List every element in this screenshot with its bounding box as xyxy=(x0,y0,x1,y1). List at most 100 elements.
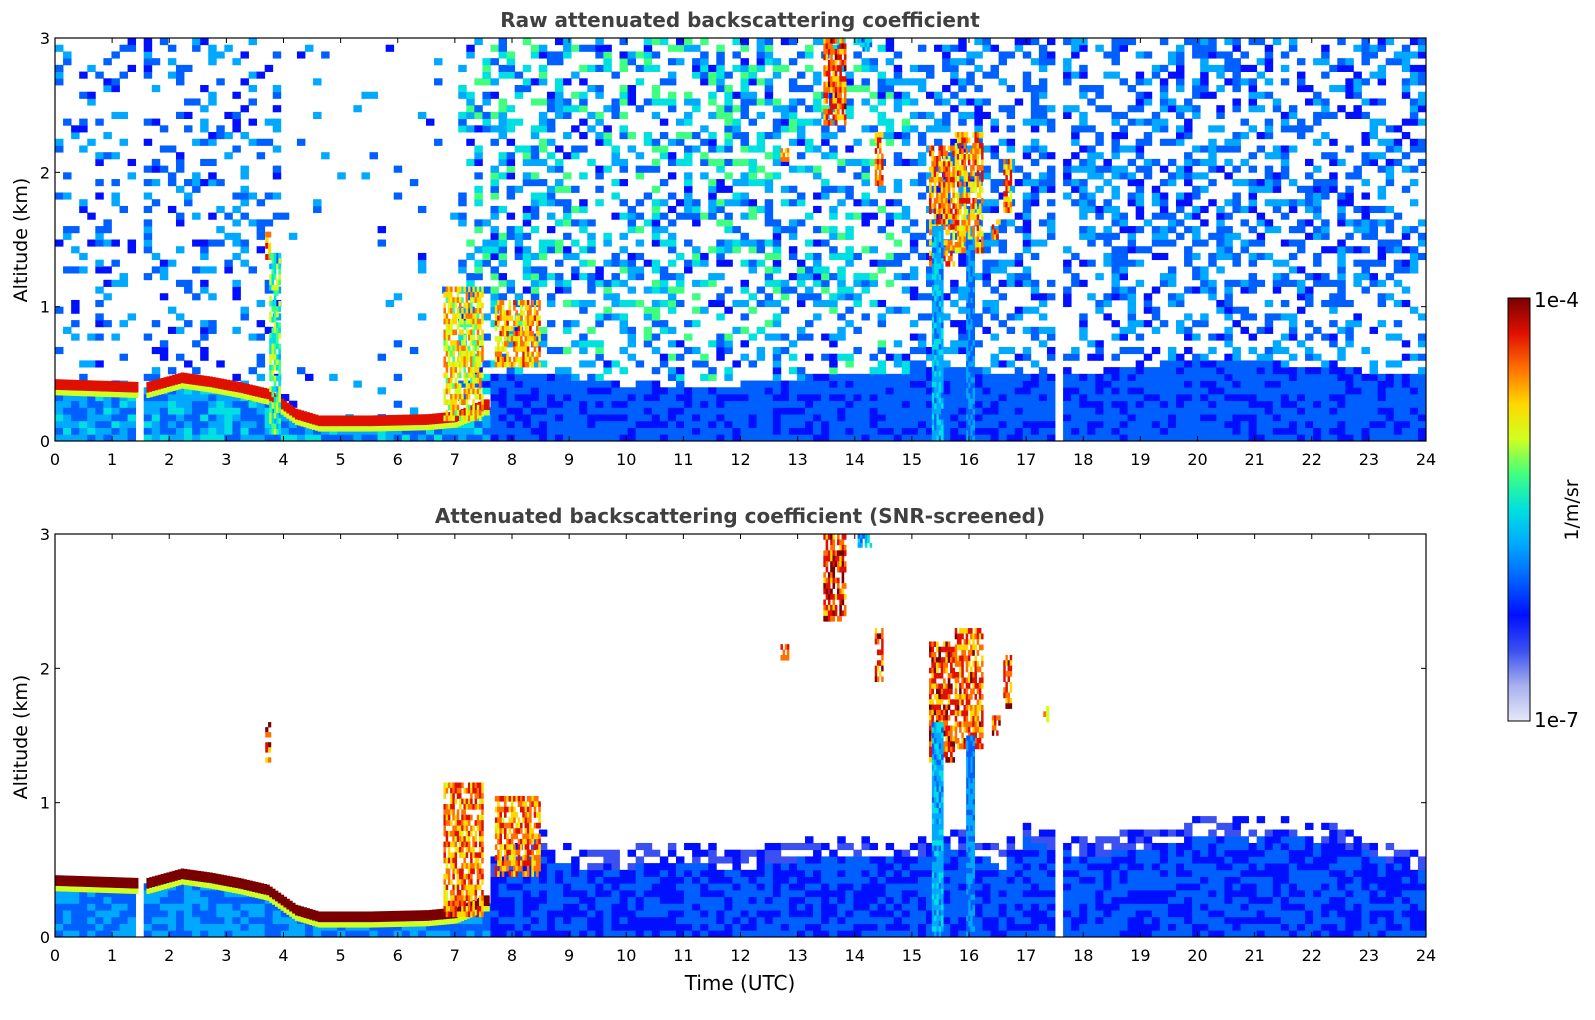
field-cell xyxy=(611,145,620,153)
field-cell xyxy=(1119,373,1128,381)
field-cell xyxy=(982,326,991,334)
field-cell xyxy=(87,91,96,99)
field-cell xyxy=(1184,125,1193,133)
field-cell xyxy=(901,434,911,442)
field-cell xyxy=(1208,179,1217,187)
field-cell xyxy=(232,118,241,126)
field-cell xyxy=(885,400,895,408)
field-cell xyxy=(546,373,556,381)
field-cell xyxy=(829,212,838,220)
field-cell xyxy=(1063,353,1072,361)
cloud-cell xyxy=(454,318,458,325)
field-cell xyxy=(595,111,604,119)
field-cell xyxy=(1369,98,1379,106)
cloud-cell xyxy=(445,334,449,341)
field-cell xyxy=(111,179,120,187)
field-cell xyxy=(264,118,274,126)
field-cell xyxy=(337,172,346,180)
field-cell xyxy=(764,414,774,422)
boundary-layer-segment xyxy=(474,402,479,414)
boundary-layer-edge xyxy=(374,426,379,432)
field-cell xyxy=(990,420,999,428)
field-cell xyxy=(1119,326,1128,334)
field-cell xyxy=(1095,306,1104,314)
field-cell xyxy=(1111,44,1120,52)
field-cell xyxy=(675,340,685,348)
field-cell xyxy=(732,125,741,133)
boundary-layer-edge xyxy=(226,390,230,396)
field-cell xyxy=(417,259,427,267)
field-cell xyxy=(1200,219,1209,227)
field-cell xyxy=(490,299,499,308)
field-cell xyxy=(837,373,846,381)
field-cell xyxy=(1345,320,1354,328)
field-cell xyxy=(813,98,822,106)
field-cell xyxy=(1224,414,1233,422)
field-cell xyxy=(1377,152,1387,160)
field-cell xyxy=(563,199,572,207)
field-cell xyxy=(877,340,887,348)
field-cell xyxy=(151,158,161,167)
field-cell xyxy=(1377,44,1387,52)
field-cell xyxy=(595,165,604,173)
boundary-layer-segment xyxy=(343,415,347,427)
field-cell xyxy=(595,346,604,355)
field-cell xyxy=(1224,380,1233,388)
field-cell xyxy=(716,407,725,415)
field-cell xyxy=(756,427,766,435)
field-cell xyxy=(732,91,741,99)
field-cell xyxy=(1305,346,1314,355)
field-cell xyxy=(1232,320,1241,328)
field-cell xyxy=(490,434,499,442)
field-cell xyxy=(724,185,733,193)
cloud-cell xyxy=(273,311,277,318)
field-cell xyxy=(837,414,846,422)
field-cell xyxy=(1175,353,1185,361)
field-cell xyxy=(1127,427,1137,435)
field-cell xyxy=(1143,158,1153,167)
field-cell xyxy=(1103,393,1112,402)
field-cell xyxy=(869,64,878,72)
field-cell xyxy=(748,246,758,254)
field-cell xyxy=(1321,179,1330,187)
boundary-layer-segment xyxy=(117,381,122,393)
field-cell xyxy=(1143,427,1153,435)
field-cell xyxy=(708,414,717,422)
boundary-layer-segment xyxy=(269,390,273,402)
field-cell xyxy=(619,414,628,422)
field-cell xyxy=(1135,387,1145,395)
field-cell xyxy=(829,226,838,234)
boundary-layer-segment xyxy=(169,375,173,387)
field-cell xyxy=(813,407,822,415)
boundary-layer-edge xyxy=(97,391,102,397)
field-cell xyxy=(1022,145,1032,153)
cloud-cell xyxy=(273,338,277,344)
cloud-cell xyxy=(452,308,455,314)
field-cell xyxy=(1272,360,1282,368)
boundary-layer-edge xyxy=(426,424,430,431)
field-cell xyxy=(1321,387,1330,395)
boundary-layer-segment xyxy=(292,406,296,418)
field-cell xyxy=(1224,58,1233,66)
field-cell xyxy=(635,427,645,435)
field-cell xyxy=(1006,373,1016,381)
field-cell xyxy=(893,414,903,422)
boundary-layer-segment xyxy=(360,415,365,427)
field-cell xyxy=(1111,71,1120,79)
cloud-cell xyxy=(269,338,272,344)
field-cell xyxy=(1256,360,1266,368)
cloud-cell xyxy=(445,345,449,352)
field-cell xyxy=(1280,313,1290,321)
field-cell xyxy=(1296,400,1306,408)
field-cell xyxy=(1337,158,1346,167)
field-cell xyxy=(200,239,209,247)
field-cell xyxy=(990,306,999,314)
cloud-cell xyxy=(273,332,277,339)
field-cell xyxy=(546,185,556,193)
boundary-layer-edge xyxy=(420,425,425,431)
field-cell xyxy=(111,192,120,200)
field-cell xyxy=(708,132,717,140)
field-cell xyxy=(925,64,935,72)
field-cell xyxy=(1030,407,1040,415)
field-cell xyxy=(1345,192,1354,200)
